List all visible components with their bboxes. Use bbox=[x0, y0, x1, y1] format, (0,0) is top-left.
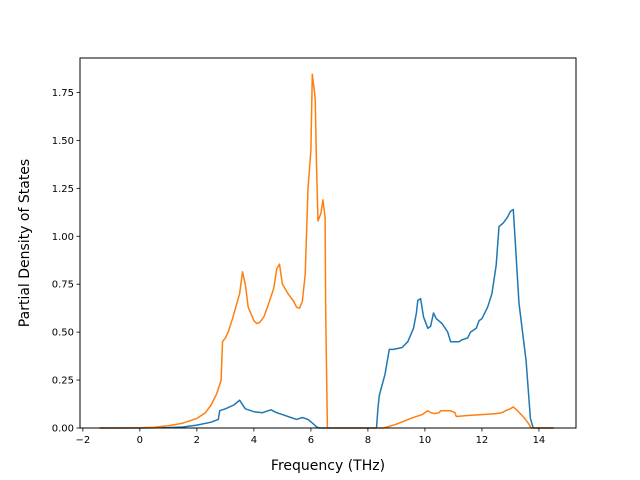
x-axis: −2 0 2 4 6 8 10 12 14 bbox=[75, 428, 545, 446]
x-tick-label: 12 bbox=[476, 435, 489, 446]
y-tick-label: 1.25 bbox=[52, 184, 74, 195]
y-tick-label: 0.50 bbox=[52, 328, 74, 339]
x-tick-label: 14 bbox=[533, 435, 546, 446]
x-tick-label: 6 bbox=[308, 435, 314, 446]
y-tick-label: 0.25 bbox=[52, 376, 74, 387]
y-tick-label: 0.00 bbox=[52, 424, 74, 435]
x-axis-label: Frequency (THz) bbox=[271, 458, 385, 474]
y-tick-label: 1.50 bbox=[52, 136, 74, 147]
y-tick-label: 1.00 bbox=[52, 232, 74, 243]
y-axis: 0.00 0.25 0.50 0.75 1.00 1.25 1.50 1.75 bbox=[52, 88, 80, 435]
series-line-1 bbox=[99, 208, 554, 429]
series-line-2 bbox=[99, 73, 554, 429]
x-tick-label: 0 bbox=[137, 435, 143, 446]
y-axis-label: Partial Density of States bbox=[17, 159, 33, 327]
x-tick-label: 2 bbox=[194, 435, 200, 446]
x-tick-label: 10 bbox=[419, 435, 432, 446]
y-tick-label: 0.75 bbox=[52, 280, 74, 291]
plot-frame bbox=[79, 57, 577, 429]
x-tick-label: 8 bbox=[365, 435, 371, 446]
x-tick-label: 4 bbox=[251, 435, 257, 446]
series-layer bbox=[99, 73, 554, 429]
y-tick-label: 1.75 bbox=[52, 88, 74, 99]
x-tick-label: −2 bbox=[75, 435, 90, 446]
